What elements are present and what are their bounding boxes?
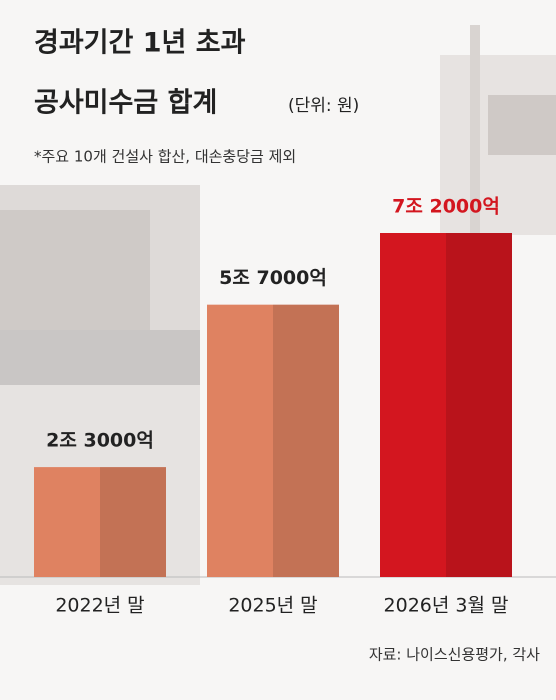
bar-shade — [446, 233, 512, 577]
value-label: 2조 3000억 — [46, 430, 154, 452]
chart-title: 경과기간 1년 초과 — [34, 28, 246, 59]
source: 자료: 나이스신용평가, 각사 — [369, 646, 540, 664]
bar — [207, 304, 339, 577]
bar-shade — [273, 304, 339, 577]
bar — [380, 233, 512, 577]
bar — [34, 467, 166, 577]
x-tick-label: 2026년 3월 말 — [384, 595, 509, 617]
bar-shade — [100, 467, 166, 577]
value-label: 5조 7000억 — [219, 267, 327, 289]
value-label: 7조 2000억 — [392, 196, 500, 218]
chart-title: 공사미수금 합계 — [34, 88, 217, 119]
note: *주요 10개 건설사 합산, 대손충당금 제외 — [34, 148, 296, 166]
x-tick-label: 2022년 말 — [55, 595, 144, 617]
unit-label: (단위: 원) — [288, 96, 359, 116]
x-tick-label: 2025년 말 — [228, 595, 317, 617]
